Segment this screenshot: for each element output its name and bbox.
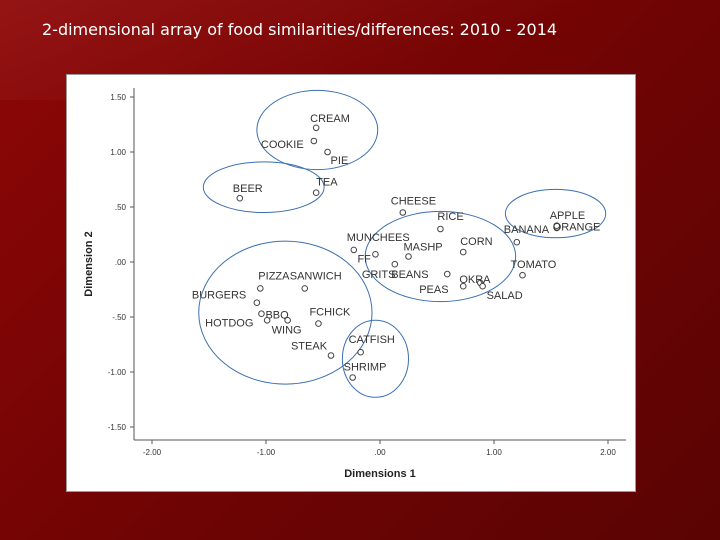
y-tick-label: -1.00	[108, 368, 127, 377]
x-axis-title: Dimensions 1	[344, 468, 416, 480]
point-label: CATFISH	[349, 334, 395, 346]
y-tick-label: 1.00	[110, 148, 126, 157]
data-point-rice	[437, 225, 444, 233]
data-point-banana	[513, 238, 521, 246]
data-point-pie	[324, 148, 331, 156]
point-label: FF	[357, 253, 371, 265]
data-point-wing	[284, 317, 291, 324]
data-point-hotdog	[263, 317, 271, 324]
point-label: OKRA	[459, 274, 491, 286]
data-point-sanwich	[301, 285, 309, 292]
y-tick-label: .00	[115, 258, 127, 267]
point-label: TOMATO	[511, 259, 557, 271]
point-label: SHRIMP	[344, 362, 387, 374]
slide-title: 2-dimensional array of food similarities…	[42, 20, 558, 39]
point-label: HOTDOG	[205, 317, 253, 329]
data-point-salad	[479, 282, 486, 290]
point-label: FCHICK	[309, 307, 351, 319]
data-point-cookie	[310, 137, 318, 145]
chart-frame	[66, 74, 636, 492]
x-tick-label: -2.00	[143, 448, 162, 457]
point-label: SALAD	[487, 290, 523, 302]
point-label: STEAK	[291, 341, 328, 353]
y-ticks: 1.50 1.00 .50 .00 -.50 -1.00 -1.50	[108, 93, 134, 432]
point-label: ORANGE	[553, 222, 601, 234]
point-label: PEAS	[419, 284, 448, 296]
data-point-steak	[327, 352, 335, 359]
cluster-ellipse	[504, 188, 607, 239]
point-label: BURGERS	[192, 290, 246, 302]
point-label: CORN	[460, 236, 492, 248]
data-point-beans	[443, 270, 451, 278]
point-label: RICE	[437, 211, 463, 223]
data-point-orange	[553, 222, 561, 229]
data-point-munchees	[350, 246, 358, 254]
y-tick-label: -.50	[112, 313, 126, 322]
point-label: MASHP	[404, 242, 443, 254]
data-point-tomato	[519, 271, 526, 279]
point-label: BEANS	[391, 269, 428, 281]
point-label: CHEESE	[391, 196, 436, 208]
point-label: TEA	[316, 177, 338, 189]
cluster-ellipse	[198, 240, 373, 385]
x-tick-label: 1.00	[486, 448, 502, 457]
data-point-shrimp	[349, 374, 356, 381]
data-point-beer	[236, 194, 244, 202]
cluster-ellipse	[364, 210, 517, 303]
point-label: PIZZA	[258, 270, 290, 282]
scatter-chart: 1.50 1.00 .50 .00 -.50 -1.00 -1.50 -2.00 -1.00.…	[66, 74, 636, 492]
point-label: COOKIE	[261, 139, 304, 151]
plot-panel: 1.50 1.00 .50 .00 -.50 -1.00 -1.50 -2.00 -1.00.…	[66, 74, 636, 492]
y-tick-label: 1.50	[110, 93, 126, 102]
point-label: CREAM	[310, 113, 350, 125]
data-point-corn	[459, 248, 467, 256]
point-label: WING	[272, 324, 302, 336]
point-label: SANWICH	[290, 270, 342, 282]
data-point-grits	[391, 260, 399, 268]
data-point-burgers	[253, 299, 261, 306]
point-label: PIE	[331, 155, 349, 167]
data-point-mashp	[405, 253, 412, 260]
x-tick-label: 2.00	[600, 448, 616, 457]
data-point-tea	[312, 189, 320, 196]
cluster-ellipse	[256, 89, 379, 171]
data-point-cream	[312, 124, 320, 132]
cluster-ellipse	[341, 319, 410, 398]
data-point-pizza	[257, 285, 264, 292]
point-label: APPLE	[550, 210, 585, 222]
x-ticks: -2.00 -1.00 .00 1.00 2.00	[143, 440, 616, 457]
data-point-bbq	[258, 310, 265, 317]
point-label: BANANA	[504, 224, 550, 236]
point-label: GRITS	[362, 269, 396, 281]
y-tick-label: .50	[115, 203, 127, 212]
y-tick-label: -1.50	[108, 423, 127, 432]
cluster-ellipse	[202, 161, 325, 213]
cluster-ellipses	[198, 89, 607, 398]
y-axis-title: Dimension 2	[83, 231, 95, 296]
x-tick-label: -1.00	[257, 448, 276, 457]
data-point-catfish	[357, 348, 364, 356]
point-label: BEER	[233, 183, 263, 195]
x-tick-label: .00	[374, 448, 386, 457]
point-label: MUNCHEES	[347, 232, 410, 244]
point-label: BBQ	[265, 310, 289, 322]
data-point-peas	[459, 282, 467, 290]
data-point-ff	[372, 251, 379, 258]
data-point-cheese	[399, 209, 407, 216]
data-point-fchick	[315, 320, 322, 327]
